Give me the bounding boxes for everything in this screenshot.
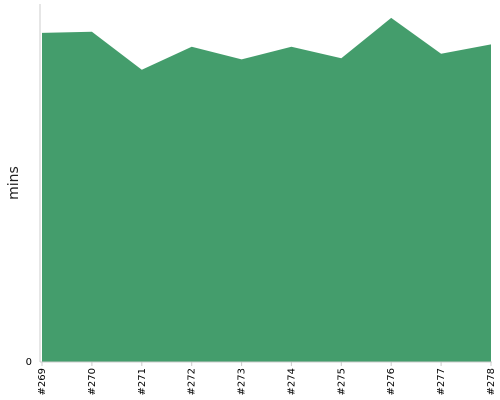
y-tick-label: 0	[26, 357, 32, 368]
x-tick-label: #273	[237, 368, 248, 395]
y-axis-title: mins	[6, 166, 22, 200]
x-tick-label: #276	[386, 368, 397, 395]
x-axis-ticks: #269 #270 #271 #272 #273 #274 #275 #276 #277 #278	[37, 362, 497, 395]
series-area-0	[42, 17, 491, 363]
x-tick-label: #275	[336, 368, 347, 395]
x-tick-label: #272	[187, 368, 198, 395]
x-tick-label: #271	[137, 368, 148, 395]
x-tick-label: #278	[486, 368, 497, 395]
x-tick-label: #277	[436, 368, 447, 395]
x-tick-label: #269	[37, 368, 48, 395]
plot-area	[42, 17, 491, 363]
y-axis-ticks: 0	[26, 357, 32, 368]
x-tick-label: #274	[286, 368, 297, 395]
x-tick-label: #270	[87, 368, 98, 395]
